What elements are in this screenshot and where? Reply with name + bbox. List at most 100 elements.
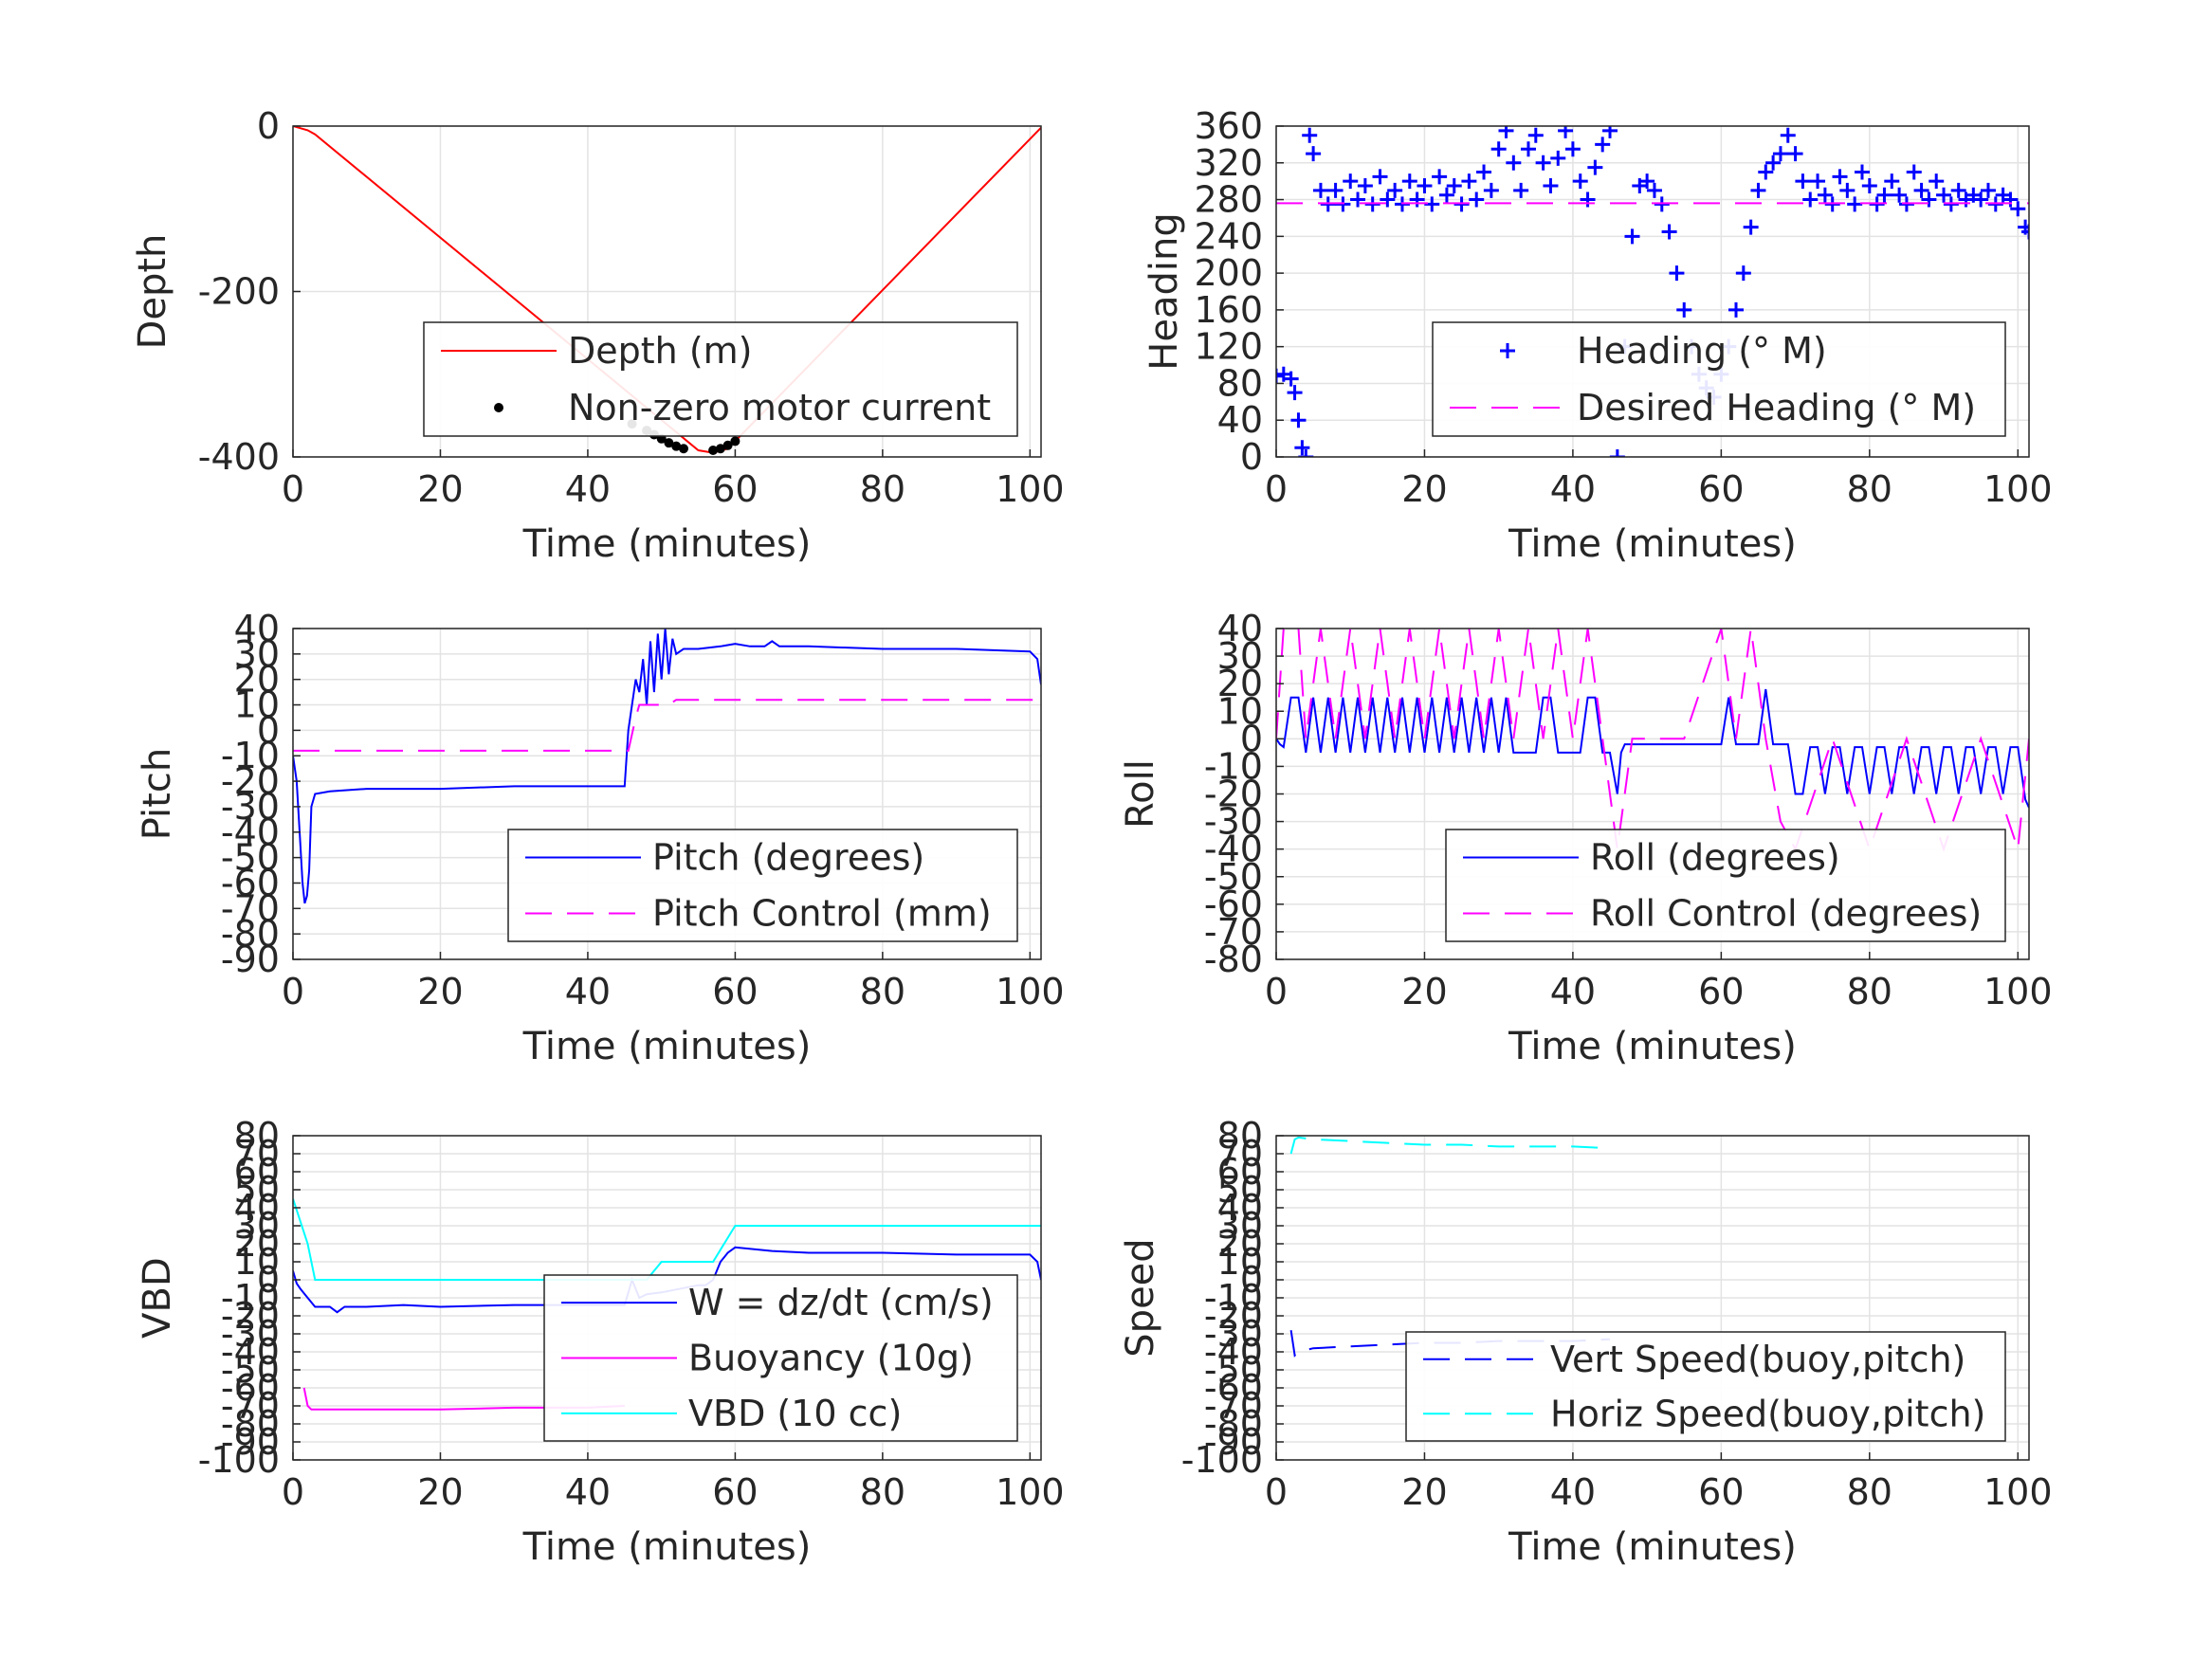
y-tick-label: 360 [1194, 105, 1263, 147]
series-point [1750, 182, 1766, 198]
series-point [1898, 196, 1914, 212]
series-point [1506, 155, 1522, 171]
series-line-1 [293, 699, 1041, 752]
y-tick-label: 280 [1194, 179, 1263, 221]
y-tick-label: -100 [198, 1439, 280, 1481]
x-tick-label: 40 [565, 468, 611, 510]
series-point [2002, 191, 2019, 208]
y-tick-label: 40 [1217, 1187, 1263, 1229]
series-point [1810, 173, 1826, 190]
y-tick-label: 320 [1194, 142, 1263, 184]
legend-box [507, 829, 1018, 942]
y-tick-label: -10 [221, 735, 280, 776]
y-tick-label: 40 [1217, 399, 1263, 441]
series-line-1 [1289, 1136, 1611, 1155]
series-point [1765, 155, 1782, 171]
series-point [1446, 178, 1462, 194]
y-tick-label: -20 [221, 1295, 280, 1337]
x-axis-label: Time (minutes) [522, 1525, 812, 1569]
y-tick-label: 30 [1217, 1205, 1263, 1247]
y-tick-label: 80 [1217, 362, 1263, 404]
y-tick-label: -100 [1181, 1439, 1263, 1481]
legend-label: Roll Control (degrees) [1590, 893, 1982, 935]
y-axis-label: Pitch [136, 748, 179, 840]
y-tick-label: -10 [1204, 745, 1263, 787]
series-point [1884, 173, 1900, 190]
x-tick-label: 20 [417, 971, 463, 1012]
series-point [1327, 182, 1344, 198]
y-tick-label: -80 [221, 1403, 280, 1445]
x-tick-label: 60 [1698, 971, 1744, 1012]
series-point [2021, 224, 2029, 240]
data-layer [1289, 1136, 1611, 1358]
y-axis-label: Roll [1119, 759, 1162, 829]
series-point [1735, 265, 1751, 282]
y-tick-label: 160 [1194, 289, 1263, 331]
legend-label: Pitch (degrees) [652, 837, 924, 879]
legend-swatch [494, 403, 503, 412]
y-tick-label: -80 [1204, 939, 1263, 980]
x-axis-label: Time (minutes) [522, 522, 812, 566]
series-line-1 [1276, 629, 2029, 852]
y-tick-label: 240 [1194, 215, 1263, 257]
x-tick-label: 0 [1265, 468, 1288, 510]
chart-panel-4: 0 20 40 60 80 10080706050403020100-10-20-30-4… [136, 1115, 1065, 1569]
legend-label: Buoyancy (10g) [688, 1338, 974, 1379]
series-point [1294, 440, 1310, 456]
series-point [1469, 191, 1485, 208]
y-tick-label: -40 [221, 1331, 280, 1373]
series-point [1795, 173, 1811, 190]
legend-label: Vert Speed(buoy,pitch) [1550, 1339, 1965, 1380]
y-tick-label: -60 [221, 1367, 280, 1409]
series-point [1929, 173, 1945, 190]
series-point [1302, 127, 1318, 143]
series-point [1839, 182, 1856, 198]
series-point [1357, 178, 1373, 194]
chart-panel-1: 0 20 40 60 80 10004080120160200240280320360Ti… [1143, 105, 2053, 566]
y-tick-label: 70 [1217, 1133, 1263, 1175]
chart-panel-0: 0 20 40 60 80 100 0 -200 -400 Time (minutes) Depth… [131, 105, 1065, 566]
x-tick-label: 100 [1983, 971, 2053, 1012]
series-point [1602, 126, 1618, 138]
x-tick-label: 80 [1847, 971, 1892, 1012]
y-tick-label: 10 [234, 684, 280, 726]
y-tick-label: -20 [1204, 774, 1263, 815]
series-point [1580, 191, 1596, 208]
series-point [715, 444, 725, 454]
x-tick-label: 0 [282, 468, 304, 510]
y-tick-label: -200 [198, 271, 280, 313]
series-point [1343, 173, 1359, 190]
y-tick-label: 30 [234, 1205, 280, 1247]
y-tick-label: -20 [221, 760, 280, 802]
x-tick-label: 100 [1983, 468, 2053, 510]
y-tick-label: 200 [1194, 252, 1263, 294]
series-point [1676, 301, 1692, 318]
x-tick-label: 0 [282, 1471, 304, 1513]
series-point [1350, 191, 1366, 208]
legend-box [1405, 1331, 2006, 1442]
series-point [1394, 196, 1410, 212]
series-point [1380, 191, 1396, 208]
legend-label: Non-zero motor current [568, 387, 991, 428]
y-tick-label: -40 [1204, 829, 1263, 870]
series-point [1669, 265, 1685, 282]
legend-box [1432, 321, 2006, 437]
series-point [1550, 150, 1566, 166]
y-tick-label: 20 [1217, 1223, 1263, 1265]
series-point [678, 444, 688, 454]
series-point [2010, 201, 2026, 217]
y-tick-label: 20 [234, 659, 280, 701]
y-tick-label: 0 [257, 709, 280, 751]
series-point [1558, 126, 1574, 138]
y-tick-label: 80 [1217, 1115, 1263, 1157]
y-tick-label: 0 [257, 1259, 280, 1301]
x-tick-label: 100 [996, 971, 1065, 1012]
y-axis-label: VBD [136, 1257, 179, 1339]
x-tick-label: 40 [1550, 971, 1596, 1012]
y-tick-label: -70 [1204, 1385, 1263, 1427]
series-point [1661, 224, 1677, 240]
x-tick-label: 60 [1698, 468, 1744, 510]
y-tick-label: -50 [1204, 856, 1263, 898]
x-tick-label: 20 [1401, 971, 1447, 1012]
